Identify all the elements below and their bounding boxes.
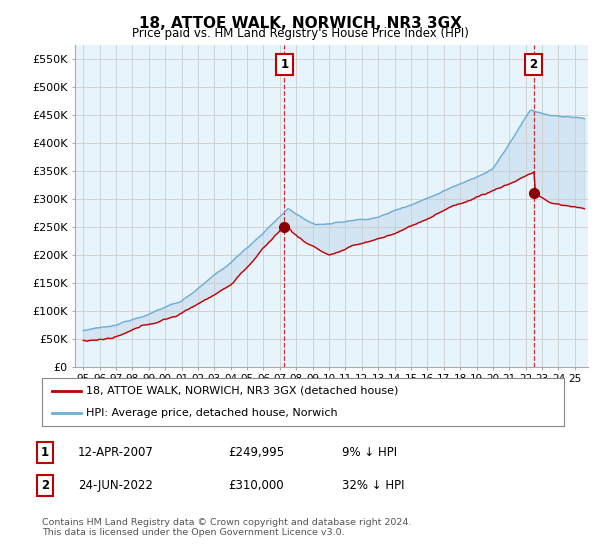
Text: HPI: Average price, detached house, Norwich: HPI: Average price, detached house, Norw… — [86, 408, 338, 418]
Text: 1: 1 — [280, 58, 289, 71]
Text: Price paid vs. HM Land Registry's House Price Index (HPI): Price paid vs. HM Land Registry's House … — [131, 27, 469, 40]
Text: 18, ATTOE WALK, NORWICH, NR3 3GX (detached house): 18, ATTOE WALK, NORWICH, NR3 3GX (detach… — [86, 386, 399, 396]
Text: 9% ↓ HPI: 9% ↓ HPI — [342, 446, 397, 459]
Text: £249,995: £249,995 — [228, 446, 284, 459]
Text: 32% ↓ HPI: 32% ↓ HPI — [342, 479, 404, 492]
Text: 2: 2 — [530, 58, 538, 71]
Text: £310,000: £310,000 — [228, 479, 284, 492]
Text: 18, ATTOE WALK, NORWICH, NR3 3GX: 18, ATTOE WALK, NORWICH, NR3 3GX — [139, 16, 461, 31]
Text: 12-APR-2007: 12-APR-2007 — [78, 446, 154, 459]
Text: 2: 2 — [41, 479, 49, 492]
Text: Contains HM Land Registry data © Crown copyright and database right 2024.
This d: Contains HM Land Registry data © Crown c… — [42, 518, 412, 538]
Text: 1: 1 — [41, 446, 49, 459]
Text: 24-JUN-2022: 24-JUN-2022 — [78, 479, 153, 492]
